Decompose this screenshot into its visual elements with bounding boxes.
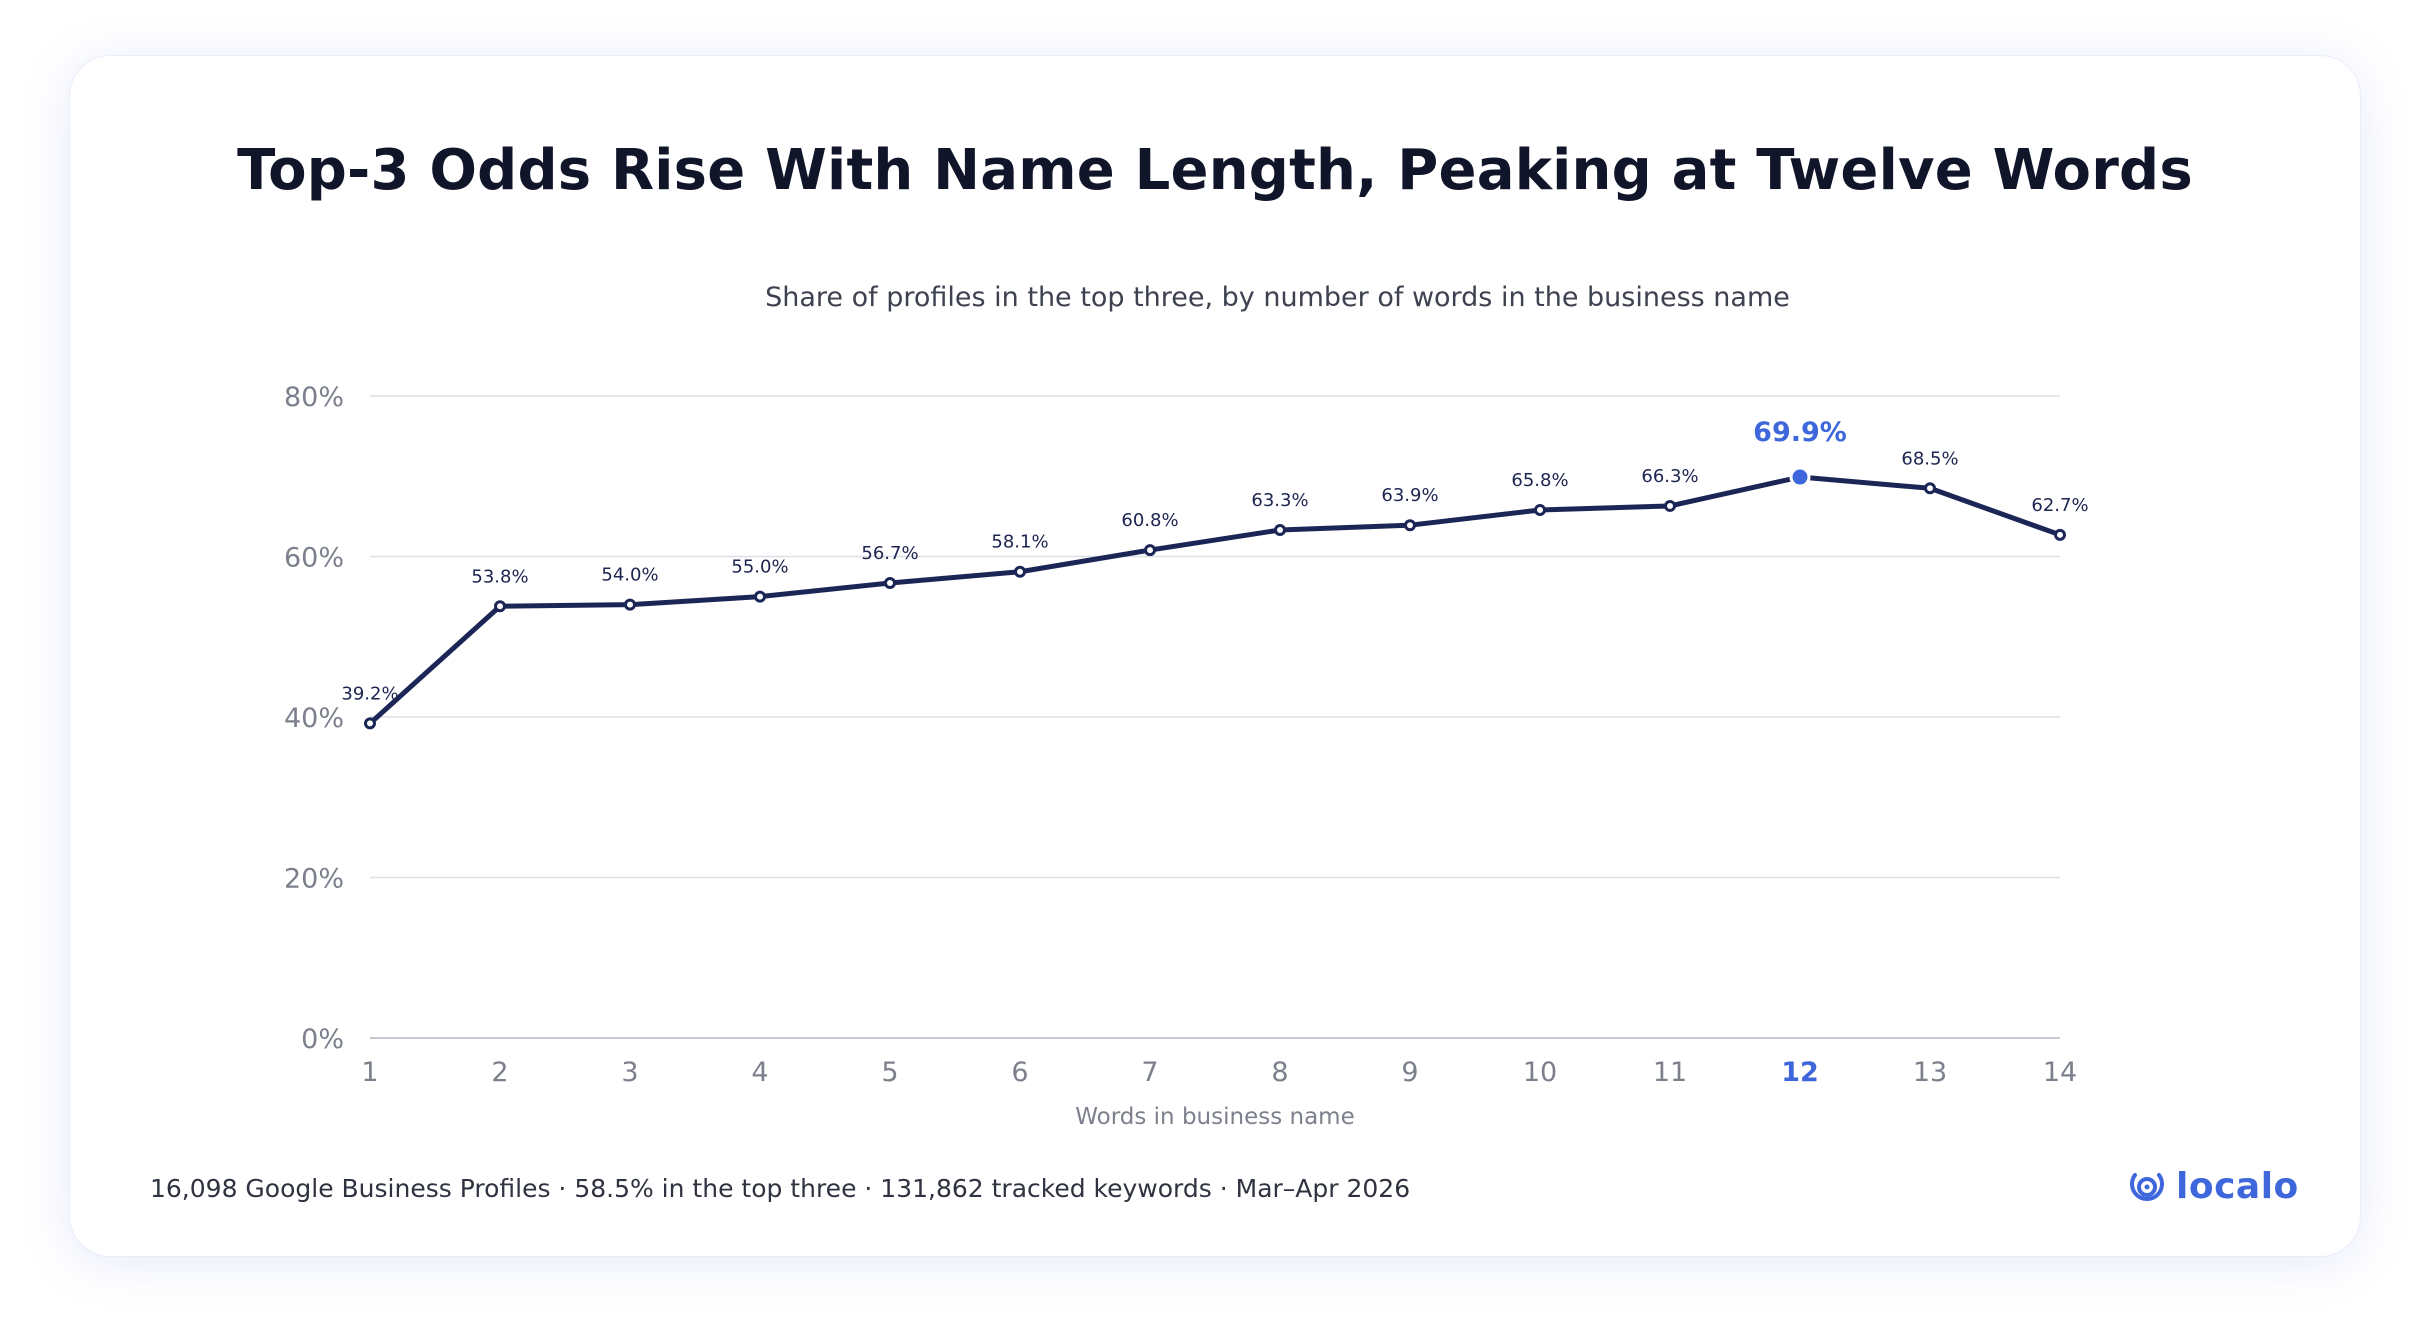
x-tick-label: 11 <box>1653 1057 1687 1088</box>
data-point <box>1144 544 1156 557</box>
data-point <box>2054 528 2066 541</box>
data-label: 53.8% <box>471 566 528 587</box>
data-point <box>494 600 506 613</box>
y-tick-label: 20% <box>284 864 344 895</box>
localo-logo-icon <box>2130 1173 2164 1201</box>
data-label: 54.0% <box>601 565 658 586</box>
data-label: 68.5% <box>1901 448 1958 469</box>
x-axis-label: Words in business name <box>1075 1104 1354 1130</box>
data-point <box>1274 524 1286 537</box>
data-label: 66.3% <box>1641 466 1698 487</box>
data-label: 56.7% <box>861 543 918 564</box>
data-point <box>624 598 636 611</box>
data-point <box>364 717 376 730</box>
x-tick-label: 1 <box>361 1057 378 1088</box>
y-tick-label: 80% <box>284 382 344 413</box>
data-label-highlight: 69.9% <box>1753 417 1847 448</box>
data-point <box>1534 503 1546 516</box>
data-point <box>1014 565 1026 578</box>
chart-title: Top-3 Odds Rise With Name Length, Peakin… <box>237 138 2193 203</box>
data-label: 55.0% <box>731 557 788 578</box>
data-point <box>1664 499 1676 512</box>
data-label: 63.3% <box>1251 490 1308 511</box>
data-point-highlight <box>1789 466 1811 488</box>
data-label: 58.1% <box>991 532 1048 553</box>
brand-name: localo <box>2176 1165 2299 1207</box>
gridlines <box>370 395 2060 1039</box>
chart-card <box>70 56 2360 1256</box>
data-label: 39.2% <box>341 683 398 704</box>
data-label: 62.7% <box>2031 495 2088 516</box>
x-tick-label: 5 <box>881 1057 898 1088</box>
data-labels: 39.2% 53.8% 54.0% 55.0% 56.7% 58.1% 60.8% 63.3%… <box>341 417 2088 704</box>
data-point <box>884 576 896 589</box>
x-tick-label: 9 <box>1401 1057 1418 1088</box>
x-tick-label: 8 <box>1271 1057 1288 1088</box>
series-line-group <box>367 474 2063 726</box>
data-point <box>754 590 766 603</box>
x-tick-label: 10 <box>1523 1057 1557 1088</box>
data-point <box>1924 482 1936 495</box>
y-tick-label: 60% <box>284 543 344 574</box>
data-label: 63.9% <box>1381 485 1438 506</box>
brand-logo: localo <box>2126 1162 2299 1210</box>
x-tick-label: 6 <box>1011 1057 1028 1088</box>
data-label: 65.8% <box>1511 470 1568 491</box>
data-points <box>364 466 2066 730</box>
x-axis-ticks: 1 2 3 4 5 6 7 8 9 10 11 12 13 14 <box>361 1057 2077 1088</box>
x-tick-label: 2 <box>491 1057 508 1088</box>
x-tick-label: 7 <box>1141 1057 1158 1088</box>
y-tick-label: 40% <box>284 703 344 734</box>
footer-note: 16,098 Google Business Profiles · 58.5% … <box>150 1174 1411 1203</box>
y-axis-ticks: 0% 20% 40% 60% 80% <box>284 382 344 1055</box>
x-tick-label: 4 <box>751 1057 768 1088</box>
data-label: 60.8% <box>1121 510 1178 531</box>
x-tick-label: 3 <box>621 1057 638 1088</box>
chart-subtitle: Share of profiles in the top three, by n… <box>765 282 1790 313</box>
series-line <box>367 474 2063 726</box>
x-tick-label: 12 <box>1781 1057 1819 1088</box>
x-tick-label: 14 <box>2043 1057 2077 1088</box>
x-tick-label: 13 <box>1913 1057 1947 1088</box>
y-tick-label: 0% <box>301 1024 344 1055</box>
data-point <box>1404 519 1416 532</box>
